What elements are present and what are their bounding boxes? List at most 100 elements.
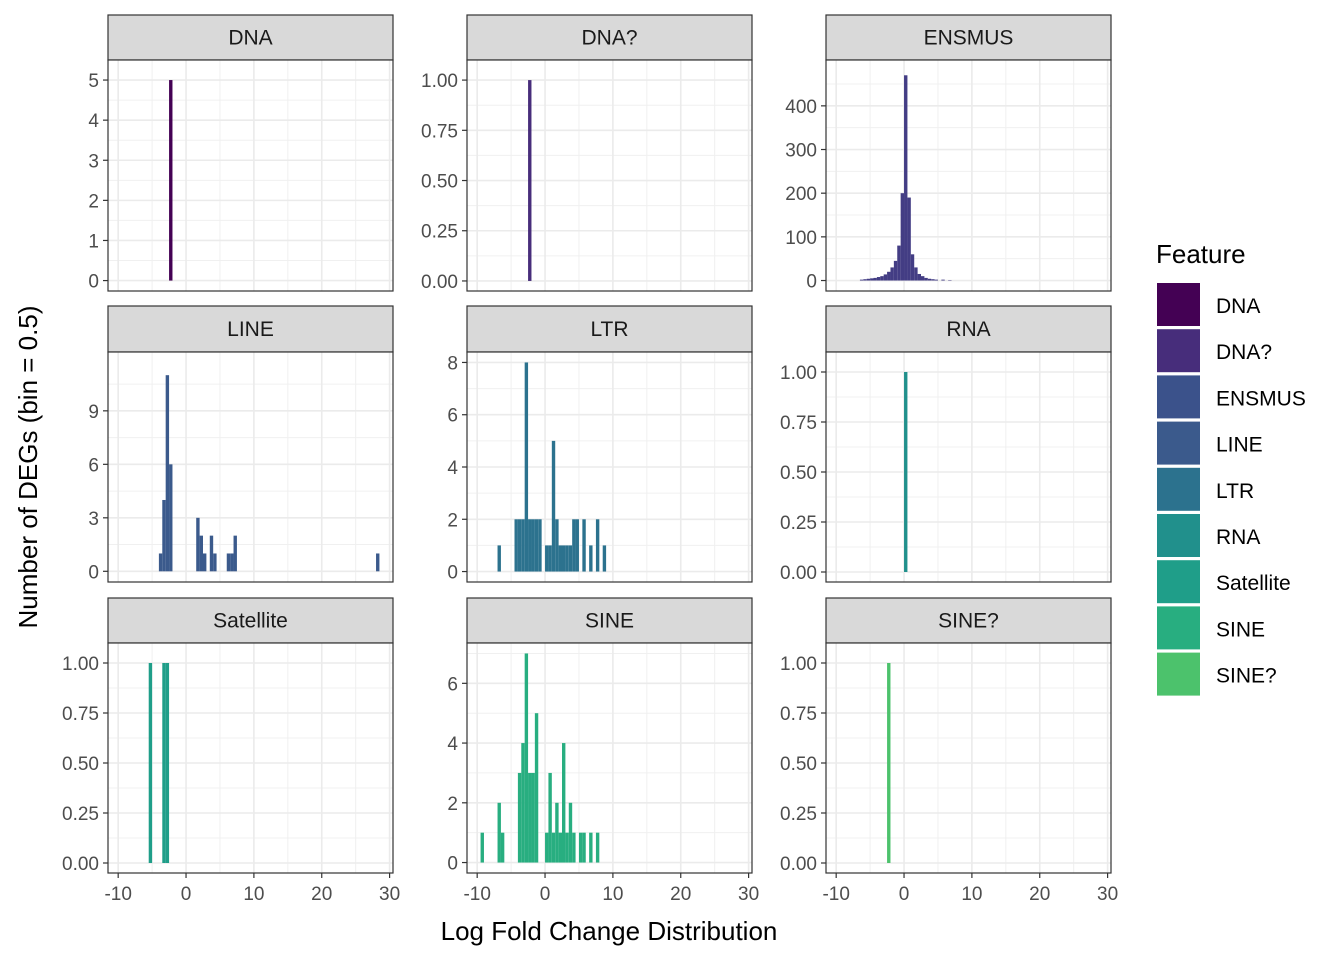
panel-ltr: LTR 0 2 4 6 8 [447,306,752,584]
y-tick-label: 9 [88,402,99,423]
y-tick-label: 5 [88,71,99,92]
y-tick-label: 2 [447,510,458,531]
histogram-bar [569,545,572,571]
legend-title: Feature [1156,239,1246,269]
histogram-bar [582,833,585,863]
y-tick-label: 0.50 [62,754,99,775]
y-tick-label: 0.75 [62,704,99,725]
histogram-bar [535,713,538,862]
panel-satellite: Satellite 0.00 0.25 0.50 0.75 1.00 -10 0 10 20 30 [62,598,400,905]
histogram-bar [531,519,534,571]
y-tick-label: 0.50 [780,754,817,775]
y-tick-label: 0.75 [780,413,817,434]
histogram-bar [552,441,555,572]
histogram-bar [535,519,538,571]
y-tick-label: 1.00 [62,654,99,675]
histogram-bar [528,519,531,571]
y-tick-label: 1.00 [421,71,458,92]
facet-strip-label: LINE [227,318,274,341]
x-tick-label: 10 [243,884,264,905]
histogram-bar [501,833,504,863]
y-tick-label: 0.00 [62,854,99,875]
x-tick-label: 0 [899,884,910,905]
y-tick-label: 0 [88,562,99,583]
histogram-bar [234,536,237,572]
panel-dna: DNA 0 1 2 3 4 5 [88,15,393,293]
legend-key [1157,653,1200,696]
x-tick-label: 10 [602,884,623,905]
histogram-bar [589,545,592,571]
histogram-bar [559,833,562,863]
histogram-bar [941,280,944,281]
x-tick-label: 0 [540,884,551,905]
histogram-bar [162,500,165,571]
facet-strip-label: DNA? [581,27,637,50]
histogram-bar [196,518,199,571]
histogram-bar [596,833,599,863]
histogram-bar [589,833,592,863]
y-tick-label: 0 [88,272,99,293]
x-tick-label: 30 [379,884,400,905]
histogram-bar [213,553,216,571]
histogram-bar [911,254,914,280]
histogram-bar [596,519,599,571]
y-tick-label: 0.25 [421,222,458,243]
histogram-bar [498,545,501,571]
histogram-bar [582,519,585,571]
legend-key [1157,375,1200,418]
histogram-bar [515,519,518,571]
histogram-bar [528,773,531,863]
histogram-bar [874,278,877,281]
histogram-bar [545,833,548,863]
facet-strip-label: SINE [585,610,634,633]
panel-dna-q: DNA? 0.00 0.25 0.50 0.75 1.00 [421,15,752,293]
y-tick-label: 4 [447,734,458,755]
y-tick-label: 2 [447,794,458,815]
y-tick-label: 1.00 [780,654,817,675]
histogram-bar [880,276,883,280]
histogram-bar [525,362,528,571]
histogram-bar [528,80,531,281]
panel-background [467,643,752,873]
histogram-bar [149,663,152,863]
histogram-bar [572,833,575,863]
histogram-bar [169,464,172,571]
panel-background [467,60,752,291]
histogram-bar [521,519,524,571]
histogram-bar [572,519,575,571]
histogram-bar [894,261,897,281]
legend-label: SINE? [1216,665,1277,688]
y-tick-label: 0.50 [780,463,817,484]
histogram-bar [162,663,165,863]
y-tick-label: 0 [447,563,458,584]
y-tick-label: 6 [447,406,458,427]
y-tick-label: 400 [785,97,817,118]
y-tick-label: 4 [88,111,99,132]
y-tick-label: 0.50 [421,172,458,193]
histogram-bar [555,519,558,571]
legend: FeatureDNADNA?ENSMUSLINELTRRNASatelliteS… [1156,239,1306,696]
x-tick-label: -10 [104,884,131,905]
x-tick-label: 30 [1097,884,1118,905]
panel-background [826,60,1111,291]
y-tick-label: 3 [88,509,99,530]
histogram-bar [603,545,606,571]
histogram-bar [935,280,938,281]
x-tick-label: 20 [311,884,332,905]
histogram-bar [559,545,562,571]
histogram-bar [887,663,890,863]
x-tick-label: -10 [822,884,849,905]
histogram-bar [562,545,565,571]
histogram-bar [884,274,887,280]
histogram-bar [518,773,521,863]
legend-key [1157,606,1200,649]
histogram-bar [498,803,501,863]
legend-key [1157,329,1200,372]
y-tick-label: 0 [806,272,817,293]
y-tick-label: 6 [447,674,458,695]
histogram-bar [870,278,873,280]
legend-label: RNA [1216,526,1260,549]
x-tick-label: 20 [1029,884,1050,905]
histogram-bar [548,545,551,571]
x-tick-label: -10 [463,884,490,905]
